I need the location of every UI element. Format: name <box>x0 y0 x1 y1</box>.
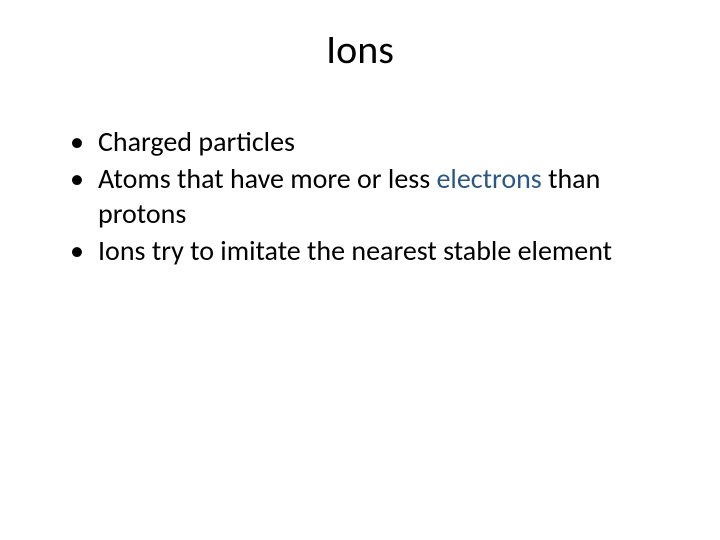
slide-container: Ions Charged particles Atoms that have m… <box>0 0 720 540</box>
bullet-item: Atoms that have more or less electrons t… <box>70 161 670 231</box>
bullet-item: Charged particles <box>70 124 670 159</box>
slide-title: Ions <box>50 25 670 74</box>
bullet-text-before: Ions try to imitate the nearest stable e… <box>98 233 612 268</box>
bullet-item: Ions try to imitate the nearest stable e… <box>70 233 670 268</box>
bullet-text-before: Charged particles <box>98 124 295 159</box>
bullet-text-before: Atoms that have more or less <box>98 161 437 196</box>
bullet-list: Charged particles Atoms that have more o… <box>50 124 670 268</box>
bullet-text-highlight: electrons <box>437 161 542 196</box>
